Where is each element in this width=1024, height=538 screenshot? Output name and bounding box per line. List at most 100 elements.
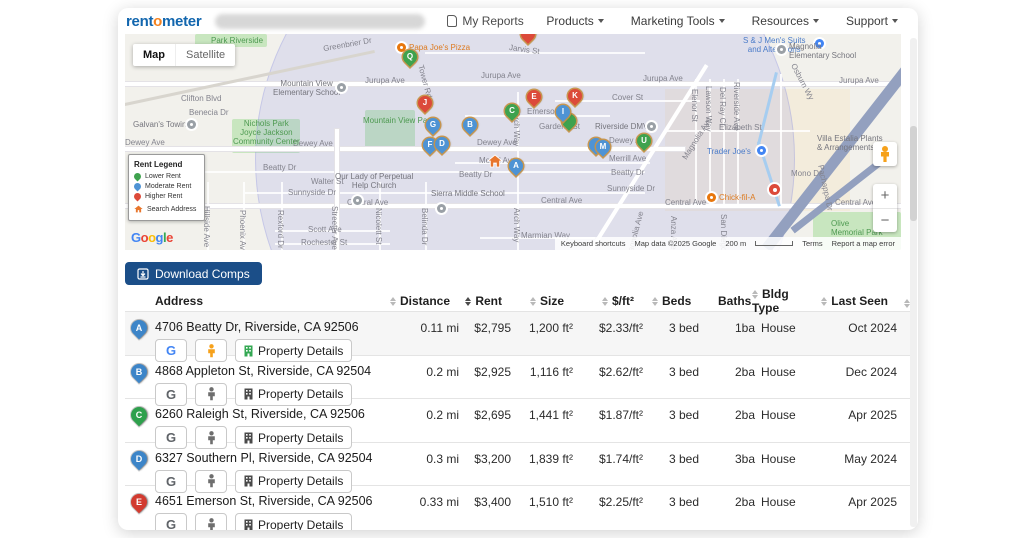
- property-details-button[interactable]: Property Details: [235, 513, 353, 530]
- poi-marker[interactable]: [769, 184, 780, 195]
- pegman-control[interactable]: [873, 142, 897, 166]
- street-view-button[interactable]: [195, 426, 227, 450]
- sort-icon: [529, 297, 537, 306]
- table-row[interactable]: C 6260 Raleigh St, Riverside, CA 92506 G…: [125, 398, 911, 450]
- comp-last-seen: Oct 2024: [848, 321, 897, 335]
- road: [455, 162, 650, 164]
- satellite-button[interactable]: Satellite: [175, 44, 235, 66]
- poi-label[interactable]: Sierra Middle School: [431, 189, 505, 198]
- map-button[interactable]: Map: [143, 49, 165, 61]
- property-details-button[interactable]: Property Details: [235, 382, 353, 406]
- map-marker-B[interactable]: B: [460, 115, 480, 135]
- poi-label[interactable]: Galvan's Towing: [133, 120, 191, 129]
- col-address[interactable]: Address: [155, 294, 204, 308]
- map-marker-U[interactable]: U: [634, 131, 654, 151]
- road: [780, 74, 782, 206]
- table-row[interactable]: B 4868 Appleton St, Riverside, CA 92504 …: [125, 354, 911, 406]
- zoom-in-button[interactable]: +: [873, 184, 897, 209]
- legend-title: Rent Legend: [134, 160, 183, 169]
- nav-resources[interactable]: Resources: [752, 14, 819, 28]
- street-view-button[interactable]: [195, 382, 227, 406]
- poi-icon[interactable]: [187, 120, 196, 129]
- poi-label: Olive Memorial Park: [831, 219, 883, 237]
- col-size[interactable]: Size: [502, 294, 564, 308]
- zoom-out-button[interactable]: −: [880, 211, 890, 229]
- property-details-button[interactable]: Property Details: [235, 339, 353, 362]
- map-marker-Q[interactable]: Q: [400, 47, 420, 67]
- scrollbar-thumb[interactable]: [910, 126, 917, 222]
- row-pin-A: A: [127, 316, 151, 340]
- map-marker-J[interactable]: J: [415, 93, 435, 113]
- poi-label[interactable]: Papa Joe's Pizza: [409, 43, 471, 52]
- sort-icon[interactable]: [904, 299, 911, 308]
- rentometer-logo[interactable]: rentometer: [126, 12, 202, 30]
- comps-table: Address Distance Rent Size $/ft² Beds Ba…: [125, 287, 911, 530]
- pegman-icon: [207, 474, 215, 488]
- poi-icon[interactable]: [647, 122, 656, 131]
- poi-label[interactable]: Our Lady of Perpetual Help Church: [335, 172, 414, 190]
- poi-label[interactable]: Chick-fil-A: [719, 193, 756, 202]
- shop-icon[interactable]: [815, 39, 824, 48]
- poi-label[interactable]: Trader Joe's: [707, 147, 751, 156]
- col-ppsf[interactable]: $/ft²: [564, 294, 634, 308]
- school-icon[interactable]: [337, 83, 346, 92]
- comps-map[interactable]: Jurupa Ave Jurupa Ave Jurupa Ave Jurupa …: [125, 34, 901, 250]
- road: [737, 79, 739, 204]
- col-rent[interactable]: Rent: [450, 294, 502, 308]
- comp-rent: $2,695: [474, 408, 511, 423]
- keyboard-shortcuts-link[interactable]: Keyboard shortcuts: [560, 239, 626, 248]
- school-icon[interactable]: [437, 204, 446, 213]
- download-comps-button[interactable]: Download Comps: [125, 262, 262, 285]
- property-details-button[interactable]: Property Details: [235, 469, 353, 493]
- map-marker-D[interactable]: D: [432, 134, 452, 154]
- street-view-button[interactable]: [195, 513, 227, 530]
- poi-label[interactable]: Magnolia Elementary School: [789, 42, 857, 60]
- nav-marketing-tools[interactable]: Marketing Tools: [631, 14, 725, 28]
- road: [723, 79, 725, 204]
- map-marker-K[interactable]: K: [565, 86, 585, 106]
- poi-label[interactable]: Mountain View Elementary School: [273, 79, 341, 97]
- poi-label[interactable]: Riverside DMV: [595, 122, 649, 131]
- col-beds[interactable]: Beds: [634, 294, 698, 308]
- pegman-icon: [882, 146, 888, 152]
- terms-link[interactable]: Terms: [802, 239, 823, 248]
- scrollbar[interactable]: [910, 38, 917, 527]
- table-row[interactable]: E 4651 Emerson St, Riverside, CA 92506 G…: [125, 485, 911, 530]
- street-view-button[interactable]: [195, 469, 227, 493]
- table-row[interactable]: A 4706 Beatty Dr, Riverside, CA 92506 G …: [125, 311, 911, 362]
- col-last-seen[interactable]: Last Seen: [816, 294, 902, 308]
- street-view-button[interactable]: [195, 339, 227, 362]
- google-search-button[interactable]: G: [155, 382, 187, 406]
- map-marker-G[interactable]: G: [423, 115, 443, 135]
- google-search-button[interactable]: G: [155, 426, 187, 450]
- restaurant-icon[interactable]: [707, 193, 716, 202]
- google-search-button[interactable]: G: [155, 469, 187, 493]
- poi-label: Mountain View Park: [363, 116, 434, 125]
- map-marker-I[interactable]: I: [553, 102, 573, 122]
- comp-ppsf: $1.74/ft²: [598, 451, 643, 466]
- my-reports-link[interactable]: My Reports: [447, 14, 524, 28]
- map-marker-A[interactable]: A: [506, 156, 526, 176]
- road: [555, 100, 700, 102]
- school-icon[interactable]: [777, 45, 786, 54]
- map-marker-C[interactable]: C: [502, 101, 522, 121]
- restaurant-icon[interactable]: [397, 43, 406, 52]
- street-label: Arch Way: [512, 208, 521, 243]
- col-bldg-type[interactable]: Bldg Type: [752, 287, 789, 315]
- shop-icon[interactable]: [757, 146, 766, 155]
- map-marker-M[interactable]: M: [593, 137, 613, 157]
- church-icon[interactable]: [353, 196, 362, 205]
- col-distance[interactable]: Distance: [378, 294, 450, 308]
- report-map-error-link[interactable]: Report a map error: [831, 239, 895, 248]
- map-marker-E[interactable]: E: [524, 87, 544, 107]
- col-baths[interactable]: Baths: [718, 294, 752, 308]
- comp-ppsf: $2.62/ft²: [598, 364, 643, 379]
- table-row[interactable]: D 6327 Southern Pl, Riverside, CA 92504 …: [125, 441, 911, 493]
- poi-label[interactable]: Villa Estalia Plants & Arrangements: [817, 134, 883, 152]
- google-search-button[interactable]: G: [155, 513, 187, 530]
- google-search-button[interactable]: G: [155, 339, 187, 362]
- property-details-button[interactable]: Property Details: [235, 426, 353, 450]
- nav-products[interactable]: Products: [546, 14, 604, 28]
- nav-support[interactable]: Support: [846, 14, 898, 28]
- street-label: Beatty Dr: [459, 170, 493, 179]
